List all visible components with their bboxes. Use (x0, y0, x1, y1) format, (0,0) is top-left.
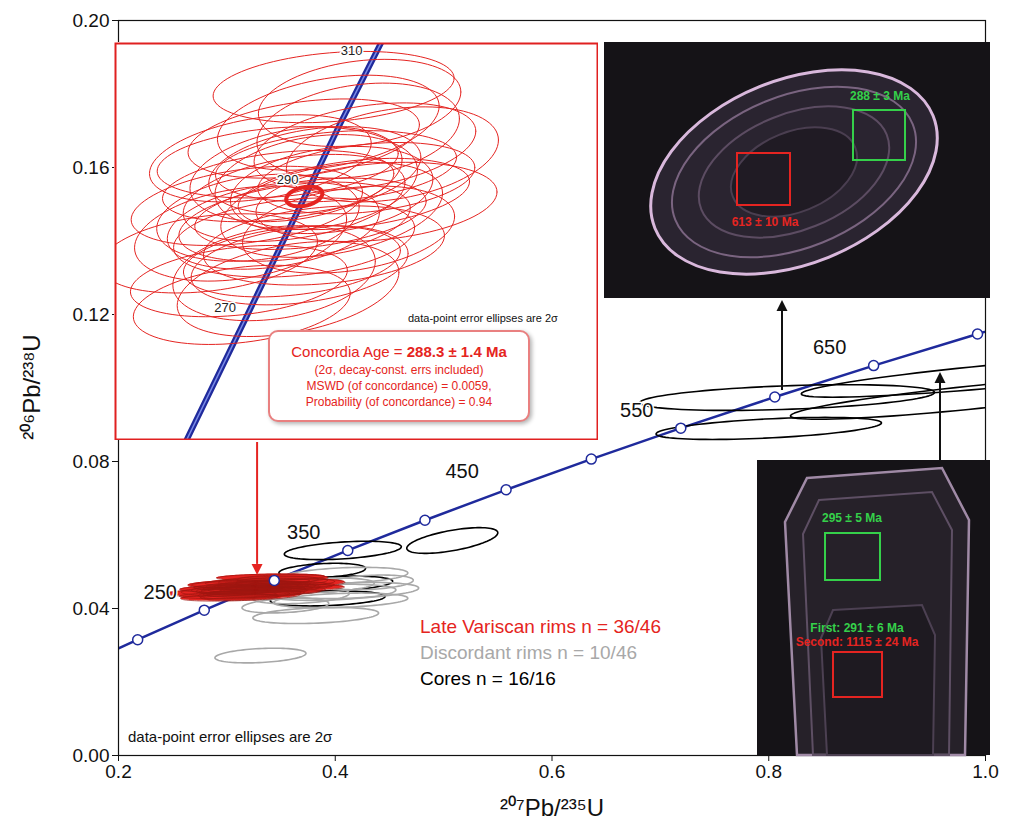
html-text:data-point error ellipses are: data-point error ellipses are 2σ (128, 728, 333, 745)
svg-text:0.6: 0.6 (539, 761, 565, 782)
svg-text:450: 450 (445, 460, 478, 482)
svg-text:0.8: 0.8 (756, 761, 782, 782)
svg-text:270: 270 (214, 300, 236, 315)
svg-text:613 ± 10 Ma: 613 ± 10 Ma (732, 215, 799, 229)
svg-text:Second: 1115 ± 24 Ma: Second: 1115 ± 24 Ma (796, 635, 919, 649)
html-text:data-point error ellipses are: data-point error ellipses are 2σ (408, 312, 558, 324)
html-text:Concordia Age = 288.3 ± 1.4 Ma: Concordia Age = 288.3 ± 1.4 Ma (291, 343, 507, 360)
svg-text:0.4: 0.4 (322, 761, 349, 782)
svg-text:0.00: 0.00 (73, 745, 110, 766)
svg-text:295 ± 5 Ma: 295 ± 5 Ma (822, 511, 882, 525)
svg-text:First: 291 ± 6 Ma: First: 291 ± 6 Ma (810, 621, 904, 635)
svg-text:350: 350 (287, 521, 320, 543)
svg-text:0.16: 0.16 (73, 157, 110, 178)
html-text:²⁰⁷Pb/²³⁵U: ²⁰⁷Pb/²³⁵U (500, 794, 604, 821)
svg-text:0.12: 0.12 (73, 304, 110, 325)
svg-text:250: 250 (144, 581, 177, 603)
html-text:MSWD (of concordance) = 0.0059: MSWD (of concordance) = 0.0059, (306, 379, 492, 393)
html-text:Discordant rims n = 10/46: Discordant rims n = 10/46 (420, 642, 637, 663)
html-text:²⁰⁶Pb/²³⁸U: ²⁰⁶Pb/²³⁸U (17, 334, 45, 440)
svg-text:0.2: 0.2 (105, 761, 131, 782)
svg-text:1.0: 1.0 (972, 761, 998, 782)
html-text:Late Variscan rims n = 36/46: Late Variscan rims n = 36/46 (420, 616, 661, 637)
svg-text:550: 550 (620, 399, 653, 421)
svg-text:0.08: 0.08 (73, 451, 110, 472)
svg-text:288 ± 3 Ma: 288 ± 3 Ma (850, 89, 910, 103)
svg-text:650: 650 (813, 336, 846, 358)
svg-text:0.04: 0.04 (73, 598, 110, 619)
svg-text:290: 290 (277, 172, 299, 187)
html-text:(2σ, decay-const. errs include: (2σ, decay-const. errs included) (314, 363, 484, 377)
html-text:Cores n = 16/16: Cores n = 16/16 (420, 668, 556, 689)
svg-text:0.20: 0.20 (73, 10, 110, 31)
svg-text:310: 310 (341, 43, 363, 58)
html-text:Probability (of concordance) =: Probability (of concordance) = 0.94 (305, 395, 493, 409)
